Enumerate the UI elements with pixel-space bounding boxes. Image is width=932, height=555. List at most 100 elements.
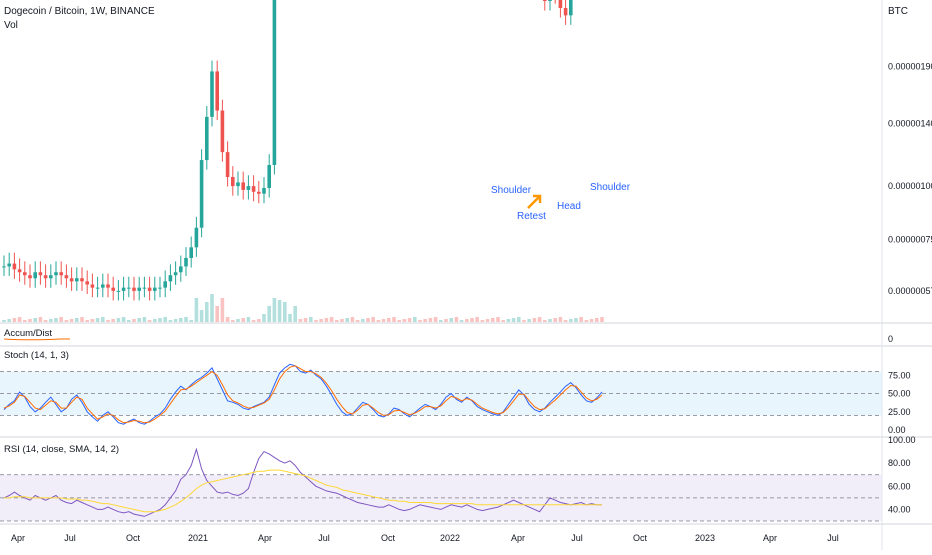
volume-bar <box>595 318 599 322</box>
volume-bar <box>199 310 204 322</box>
volume-bar <box>277 300 282 322</box>
rsi-tick-80.00: 80.00 <box>888 458 911 468</box>
candle-body <box>147 287 152 291</box>
volume-bar <box>153 319 157 322</box>
candle-body <box>80 278 84 282</box>
volume-bar <box>28 319 32 322</box>
rsi-ma-line <box>4 469 602 513</box>
candle-body <box>168 275 173 282</box>
volume-bar <box>7 319 11 322</box>
stoch-tick-50.00: 50.00 <box>888 389 911 399</box>
x-tick-label-2023: 2023 <box>695 533 715 543</box>
volume-bar <box>168 320 173 322</box>
volume-bar <box>101 317 105 322</box>
candle-body <box>137 287 141 291</box>
volume-bar <box>496 317 500 322</box>
volume-bar <box>392 317 396 322</box>
candle-body <box>251 186 256 192</box>
volume-bar <box>439 320 443 322</box>
volume-bar <box>600 317 604 322</box>
volume-bar <box>2 320 6 322</box>
candle-body <box>205 116 209 161</box>
volume-bar <box>309 317 313 322</box>
volume-bar <box>511 318 516 322</box>
volume-bar <box>137 318 141 322</box>
volume-bar <box>189 320 193 322</box>
volume-bar <box>121 317 126 322</box>
volume-bar <box>179 318 183 322</box>
candle-body <box>163 281 167 288</box>
volume-bar <box>366 318 370 322</box>
candle-body <box>90 284 95 288</box>
x-tick-label-Jul: Jul <box>827 533 839 543</box>
volume-bar <box>324 318 329 322</box>
candle-body <box>257 191 261 194</box>
candle-body <box>189 247 193 258</box>
volume-bar <box>480 320 485 322</box>
volume-bar <box>501 320 505 322</box>
retest-arrow <box>527 194 542 209</box>
volume-label: Vol <box>4 20 18 31</box>
candle-body <box>75 278 79 282</box>
volume-bar <box>423 319 427 322</box>
volume-bar <box>80 317 84 322</box>
volume-bar <box>387 318 391 322</box>
candle-body <box>267 164 271 188</box>
volume-bar <box>283 302 287 322</box>
volume-bar <box>319 319 323 322</box>
candle-body <box>38 272 43 276</box>
candle-body <box>121 287 126 291</box>
volume-bar <box>522 320 526 322</box>
stoch-tick-75.00: 75.00 <box>888 370 911 380</box>
volume-bar <box>262 314 266 322</box>
volume-bar <box>402 319 407 322</box>
x-tick-label-2022: 2022 <box>440 533 460 543</box>
volume-bar <box>397 320 401 322</box>
volume-bar <box>241 318 245 322</box>
candle-body <box>106 284 110 288</box>
volume-bar <box>428 318 433 322</box>
candle-body <box>158 287 162 289</box>
volume-bar <box>579 317 583 322</box>
volume-bar <box>381 319 386 322</box>
candle-body <box>85 281 89 285</box>
rsi-label[interactable]: RSI (14, close, SMA, 14, 2) <box>4 444 120 455</box>
volume-bar <box>69 319 74 322</box>
x-tick-label-Jul: Jul <box>571 533 583 543</box>
annotation-shoulder: Shoulder <box>590 182 631 193</box>
volume-bar <box>59 317 63 322</box>
candle-body <box>153 287 157 291</box>
volume-bar <box>205 302 209 322</box>
volume-bar <box>106 320 110 322</box>
volume-bar <box>43 320 48 322</box>
volume-bar <box>433 317 438 322</box>
currency-label: BTC <box>888 6 908 17</box>
candle-body <box>558 0 563 8</box>
volume-bar <box>314 320 318 322</box>
rsi-tick-60.00: 60.00 <box>888 481 911 491</box>
volume-bar <box>38 317 43 322</box>
stoch-tick-25.00: 25.00 <box>888 407 911 417</box>
volume-bar <box>345 318 349 322</box>
candle-body <box>262 187 266 194</box>
volume-bar <box>444 319 448 322</box>
volume-bar <box>142 317 147 322</box>
volume-bar <box>173 319 178 322</box>
candle-body <box>23 272 27 276</box>
volume-bar <box>584 320 589 322</box>
stoch-label[interactable]: Stoch (14, 1, 3) <box>4 350 69 361</box>
candle-body <box>43 275 48 279</box>
volume-bar <box>350 317 355 322</box>
y-tick-label-0.00000057: 0.00000057 <box>888 286 932 296</box>
volume-bar <box>111 319 115 322</box>
candle-body <box>7 263 11 267</box>
rsi-tick-100.00: 100.00 <box>888 435 916 445</box>
candle-body <box>215 71 219 111</box>
candle-body <box>563 8 568 16</box>
x-tick-label-Jul: Jul <box>64 533 76 543</box>
volume-bar <box>407 318 412 322</box>
candle-body <box>569 0 573 16</box>
accum-dist-label[interactable]: Accum/Dist <box>4 328 53 339</box>
